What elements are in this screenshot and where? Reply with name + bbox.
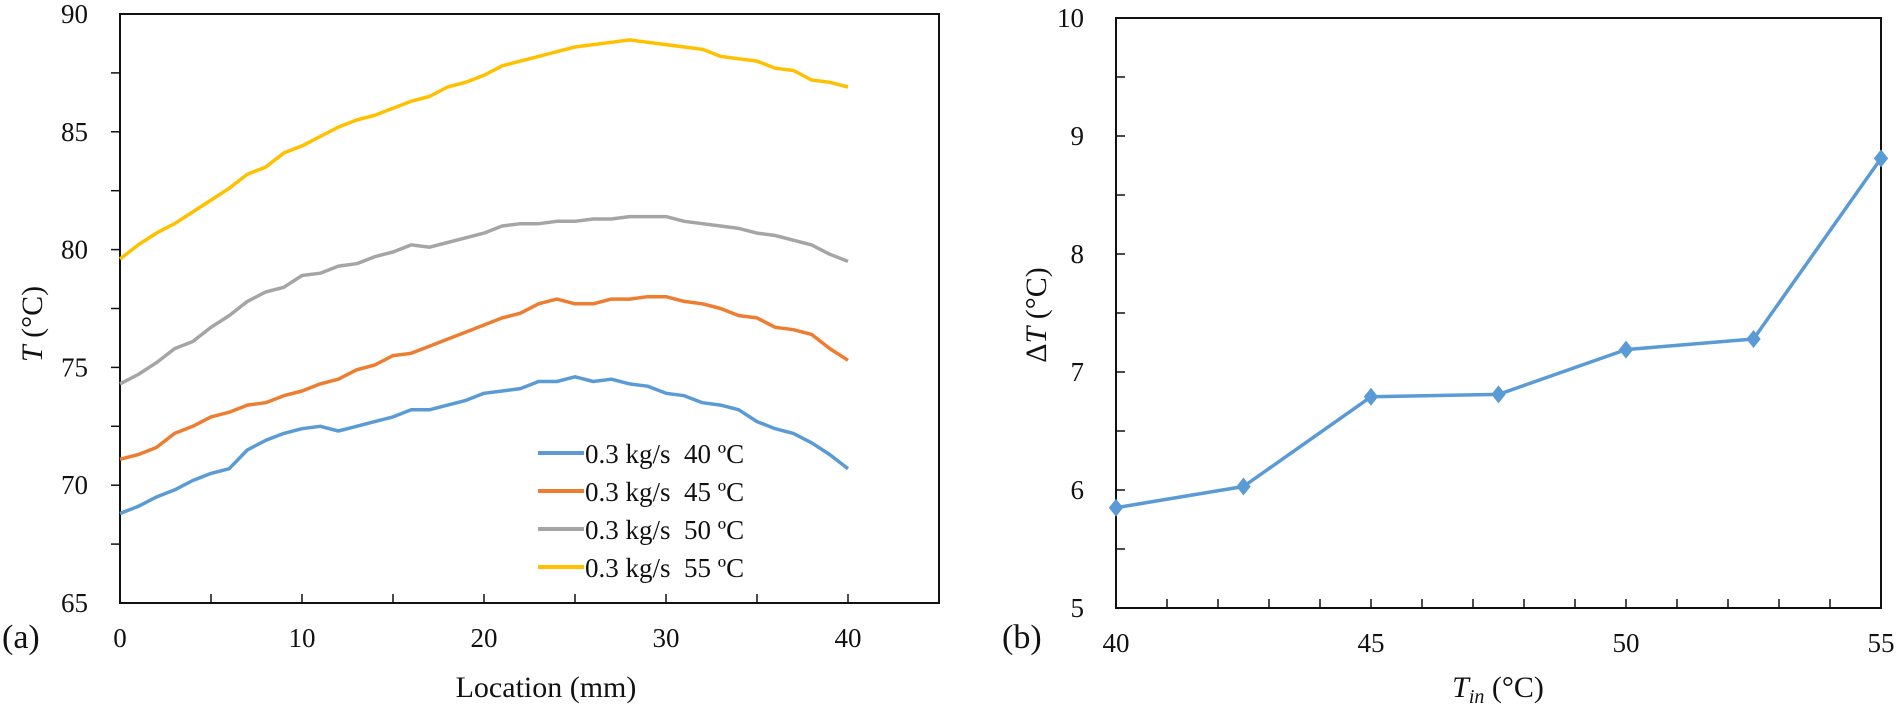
x-label-unit: (°C) — [1484, 671, 1544, 704]
y-tick-label: 85 — [61, 117, 88, 147]
y-tick-label: 65 — [61, 588, 88, 618]
x-tick-label: 10 — [289, 623, 316, 653]
data-point-marker — [1363, 387, 1379, 406]
series-line-2 — [119, 294, 849, 461]
plot-frame — [1115, 17, 1882, 609]
x-tick-label: 40 — [835, 623, 862, 653]
legend-item: 0.3 kg/s 50 ºC — [538, 515, 744, 545]
x-tick-label: 30 — [653, 623, 680, 653]
legend-item: 0.3 kg/s 55 ºC — [538, 553, 744, 583]
x-tick-label: 20 — [471, 623, 498, 653]
legend: 0.3 kg/s 40 ºC 0.3 kg/s 45 ºC 0.3 kg/s 50 … — [538, 439, 744, 583]
data-point-marker — [1108, 498, 1124, 517]
y-tick-label: 6 — [1071, 475, 1085, 505]
panel-b-y-axis-label: ΔT (°C) — [1020, 267, 1053, 362]
data-point-marker — [1491, 385, 1506, 404]
y-tick-label: 7 — [1071, 357, 1085, 387]
series-line-1 — [119, 375, 850, 516]
series-line-1 — [1115, 157, 1883, 510]
y-label-italic: T — [16, 343, 49, 362]
panel-b-label: (b) — [1002, 619, 1042, 656]
x-tick-label: 45 — [1358, 628, 1385, 658]
panel-a-chart: (a) Location (mm) T (°C) 65 70 75 80 85 90 0 10… — [2, 0, 940, 704]
x-tick-label: 0 — [113, 623, 127, 653]
panel-a-y-axis-label: T (°C) — [16, 286, 49, 362]
y-label-delta: Δ — [1020, 343, 1053, 362]
panel-b-x-axis-label: Tin (°C) — [1452, 671, 1544, 706]
y-label-unit: (°C) — [1020, 267, 1053, 327]
series-line-3 — [119, 214, 849, 386]
x-label-italic: T — [1452, 671, 1471, 704]
y-label-italic: T — [1020, 324, 1053, 343]
y-tick-label: 80 — [61, 235, 88, 265]
legend-label: 0.3 kg/s 55 ºC — [585, 553, 744, 583]
y-tick-label: 70 — [61, 470, 88, 500]
data-point-marker — [1236, 477, 1251, 496]
legend-item: 0.3 kg/s 40 ºC — [538, 439, 744, 469]
panel-a-x-axis-label: Location (mm) — [456, 671, 637, 704]
y-tick-label: 9 — [1071, 121, 1085, 151]
y-tick-label: 75 — [61, 352, 88, 382]
data-point-marker — [1873, 149, 1889, 168]
y-label-unit: (°C) — [16, 286, 49, 346]
x-tick-label: 40 — [1103, 628, 1130, 658]
panel-a-label: (a) — [2, 619, 40, 656]
y-tick-label: 8 — [1071, 239, 1085, 269]
legend-label: 0.3 kg/s 45 ºC — [585, 477, 744, 507]
x-label-subscript: in — [1469, 686, 1485, 706]
legend-label: 0.3 kg/s 50 ºC — [585, 515, 744, 545]
data-point-marker — [1618, 340, 1634, 359]
y-tick-label: 10 — [1057, 3, 1084, 33]
legend-label: 0.3 kg/s 40 ºC — [585, 439, 744, 469]
x-tick-label: 55 — [1868, 628, 1895, 658]
data-point-marker — [1746, 329, 1761, 348]
legend-item: 0.3 kg/s 45 ºC — [538, 477, 744, 507]
y-tick-label: 5 — [1071, 593, 1085, 623]
y-tick-label: 90 — [61, 0, 88, 29]
series-line-4 — [118, 38, 849, 261]
x-tick-label: 50 — [1613, 628, 1640, 658]
